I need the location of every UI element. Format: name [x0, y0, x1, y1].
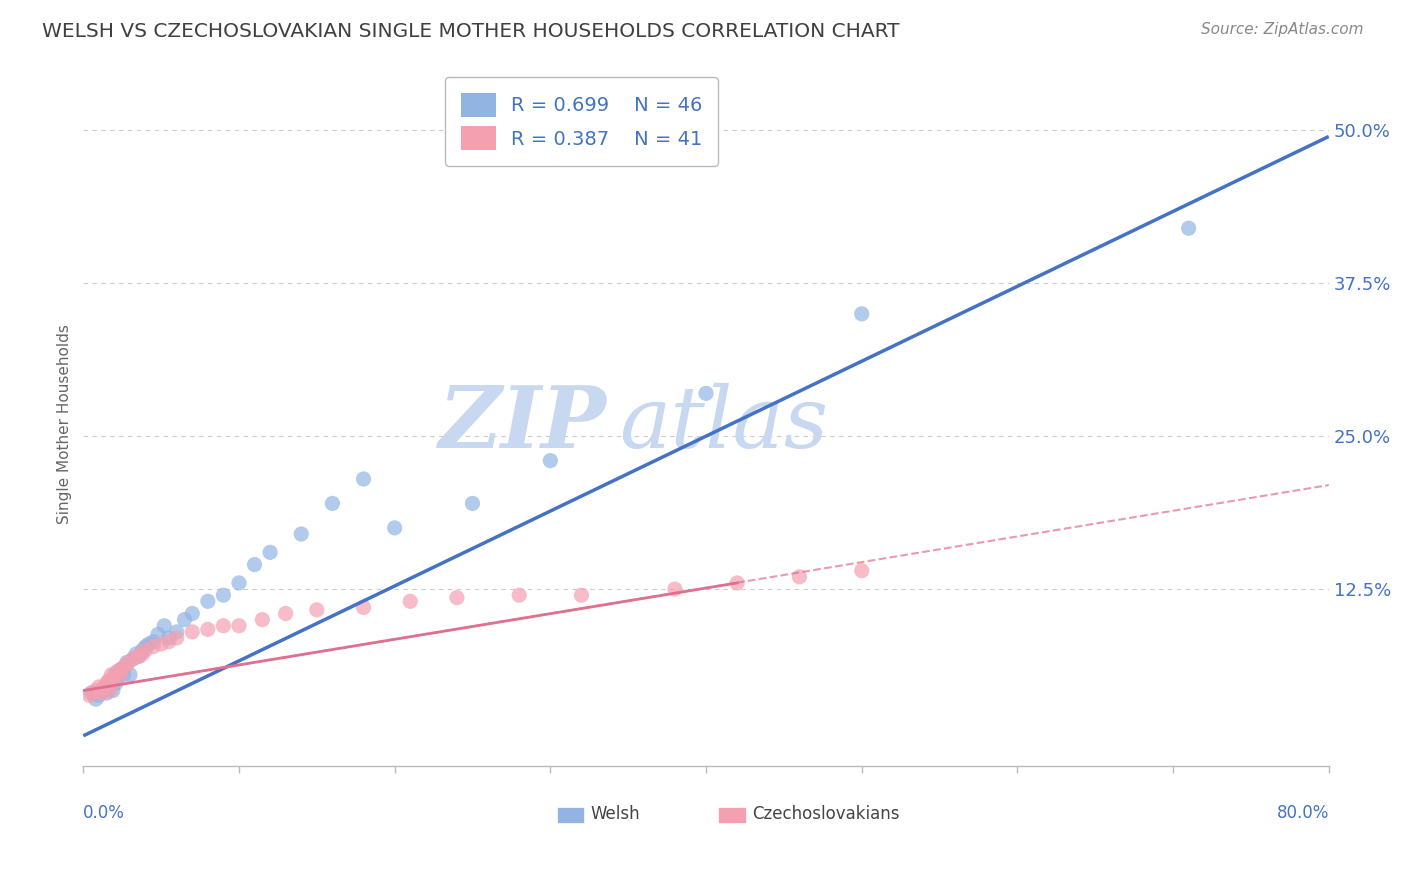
Point	[108, 664, 131, 678]
Point	[725, 576, 748, 591]
Point	[97, 682, 120, 697]
FancyBboxPatch shape	[557, 807, 583, 822]
Point	[173, 613, 195, 627]
Point	[274, 607, 297, 621]
Point	[115, 656, 138, 670]
Point	[94, 680, 117, 694]
Point	[150, 637, 173, 651]
Point	[252, 613, 274, 627]
Point	[321, 496, 343, 510]
Point	[114, 659, 136, 673]
Point	[571, 588, 593, 602]
Point	[87, 680, 110, 694]
Point	[103, 671, 125, 685]
Text: 80.0%: 80.0%	[1277, 804, 1329, 822]
Point	[695, 386, 717, 401]
Point	[305, 603, 328, 617]
Point	[93, 682, 115, 697]
Point	[851, 564, 873, 578]
Point	[789, 570, 811, 584]
Point	[103, 667, 125, 681]
Point	[114, 659, 136, 673]
Point	[181, 607, 204, 621]
Text: Source: ZipAtlas.com: Source: ZipAtlas.com	[1201, 22, 1364, 37]
Point	[135, 643, 157, 657]
Point	[243, 558, 266, 572]
Point	[851, 307, 873, 321]
Point	[353, 600, 375, 615]
Text: Czechoslovakians: Czechoslovakians	[752, 805, 900, 823]
Y-axis label: Single Mother Households: Single Mother Households	[58, 324, 72, 524]
Point	[82, 686, 104, 700]
Point	[197, 623, 219, 637]
Point	[107, 664, 129, 678]
Point	[100, 667, 122, 681]
Text: ZIP: ZIP	[439, 382, 606, 466]
Point	[142, 640, 165, 654]
Point	[110, 667, 132, 681]
Point	[104, 676, 127, 690]
Point	[131, 643, 153, 657]
Point	[97, 673, 120, 688]
Point	[228, 619, 250, 633]
Point	[166, 631, 188, 645]
Text: WELSH VS CZECHOSLOVAKIAN SINGLE MOTHER HOUSEHOLDS CORRELATION CHART: WELSH VS CZECHOSLOVAKIAN SINGLE MOTHER H…	[42, 22, 900, 41]
Point	[212, 619, 235, 633]
Point	[80, 686, 103, 700]
Point	[122, 652, 145, 666]
Point	[181, 624, 204, 639]
Point	[128, 649, 150, 664]
Point	[125, 647, 148, 661]
Point	[157, 631, 180, 645]
Point	[538, 453, 561, 467]
Legend: R = 0.699    N = 46, R = 0.387    N = 41: R = 0.699 N = 46, R = 0.387 N = 41	[444, 78, 718, 166]
Point	[228, 576, 250, 591]
Point	[111, 661, 134, 675]
Point	[100, 673, 122, 688]
FancyBboxPatch shape	[718, 807, 745, 822]
Point	[353, 472, 375, 486]
Point	[384, 521, 406, 535]
Point	[107, 671, 129, 685]
Point	[98, 676, 121, 690]
Text: atlas: atlas	[619, 383, 828, 466]
Point	[664, 582, 686, 596]
Point	[1177, 221, 1199, 235]
Point	[96, 686, 118, 700]
Point	[446, 591, 468, 605]
Text: Welsh: Welsh	[591, 805, 640, 823]
Point	[166, 624, 188, 639]
Point	[212, 588, 235, 602]
Point	[290, 527, 312, 541]
Point	[79, 689, 101, 703]
Point	[399, 594, 422, 608]
Point	[157, 634, 180, 648]
Point	[142, 634, 165, 648]
Point	[84, 683, 107, 698]
Point	[96, 676, 118, 690]
Point	[197, 594, 219, 608]
Point	[118, 667, 141, 681]
Point	[87, 689, 110, 703]
Point	[135, 640, 157, 654]
Point	[461, 496, 484, 510]
Point	[84, 692, 107, 706]
Point	[146, 627, 169, 641]
Point	[98, 683, 121, 698]
Point	[111, 661, 134, 675]
Text: 0.0%: 0.0%	[83, 804, 125, 822]
Point	[101, 676, 124, 690]
Point	[91, 686, 114, 700]
Point	[91, 683, 114, 698]
Point	[259, 545, 281, 559]
Point	[112, 667, 135, 681]
Point	[138, 637, 160, 651]
Point	[508, 588, 530, 602]
Point	[117, 656, 139, 670]
Point	[127, 649, 149, 664]
Point	[101, 683, 124, 698]
Point	[131, 647, 153, 661]
Point	[122, 652, 145, 666]
Point	[153, 619, 176, 633]
